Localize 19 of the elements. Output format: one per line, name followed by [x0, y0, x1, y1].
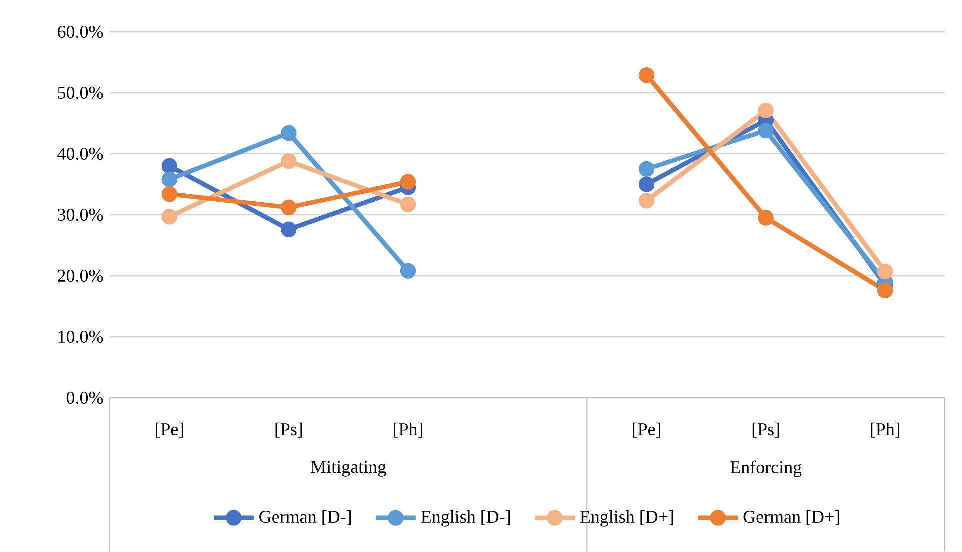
x-tick-label: [Ph] [871, 422, 900, 438]
text: Enforcing [730, 460, 802, 478]
y-tick-label: 50.0% [58, 86, 104, 100]
legend-label: English [D+] [580, 510, 674, 527]
y-tick-label: 10.0% [58, 330, 104, 344]
legend-label: German [D-] [260, 510, 351, 526]
legend-label: German [D+] [744, 510, 840, 526]
x-tick-label: [Pe] [633, 422, 660, 438]
y-tick-label: 20.0% [58, 270, 104, 282]
x-tick-label: [Ph] [394, 422, 422, 438]
text: Mitigating [311, 461, 386, 477]
x-tick-label: [Pe] [156, 422, 184, 438]
x-tick-label: [Ps] [276, 422, 302, 438]
y-tick-label: 40.0% [58, 148, 104, 160]
y-tick-label: 60.0% [58, 26, 104, 38]
x-tick-label: [Ps] [752, 422, 780, 438]
y-tick-label: 30.0% [58, 208, 104, 222]
legend-label: English [D-] [421, 510, 510, 527]
y-tick-label: 0.0% [66, 392, 104, 404]
